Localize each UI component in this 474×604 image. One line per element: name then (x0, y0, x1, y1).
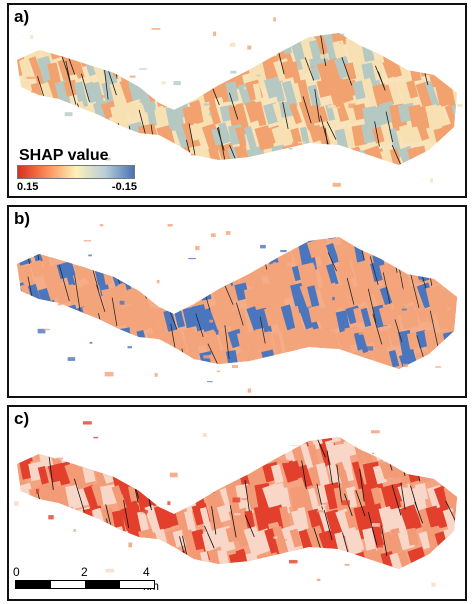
map-panel-a: a) SHAP value 0.15 -0.15 (7, 3, 467, 198)
scale-bar: 0 2 4 km (13, 565, 159, 595)
shap-map (17, 17, 463, 187)
legend-title: SHAP value (19, 147, 109, 164)
map-panel-c: c) (7, 405, 467, 601)
legend: SHAP value 0.15 -0.15 (17, 147, 137, 196)
panel-label: a) (14, 7, 30, 26)
legend-max-label: -0.15 (111, 181, 137, 193)
panel-label: c) (14, 409, 30, 428)
scale-label-0: 0 (13, 565, 20, 579)
legend-colorbar (17, 165, 135, 179)
panel-label: b) (14, 209, 31, 228)
scale-bar-segments (15, 580, 155, 589)
map-panel-b: b) (7, 205, 467, 398)
classified-map (17, 223, 457, 393)
scale-label-2: 2 (81, 565, 88, 579)
heat-map (14, 421, 457, 587)
legend-min-label: 0.15 (17, 181, 39, 193)
